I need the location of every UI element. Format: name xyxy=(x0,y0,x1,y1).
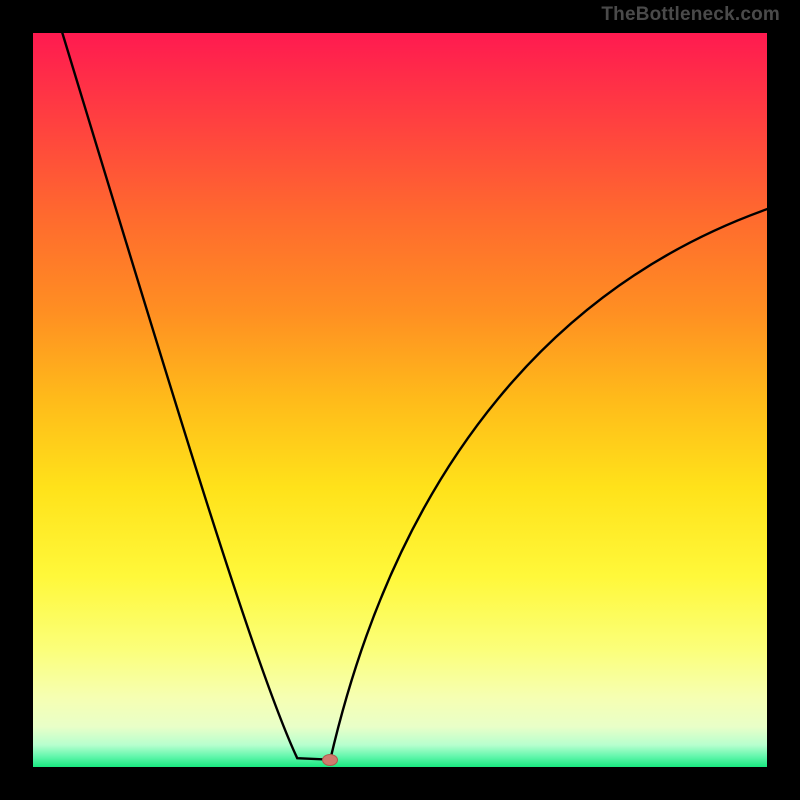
gradient-background xyxy=(33,33,767,767)
curve-layer xyxy=(33,33,767,767)
watermark-text: TheBottleneck.com xyxy=(601,4,780,26)
optimal-marker xyxy=(322,754,338,766)
plot-area xyxy=(33,33,767,767)
